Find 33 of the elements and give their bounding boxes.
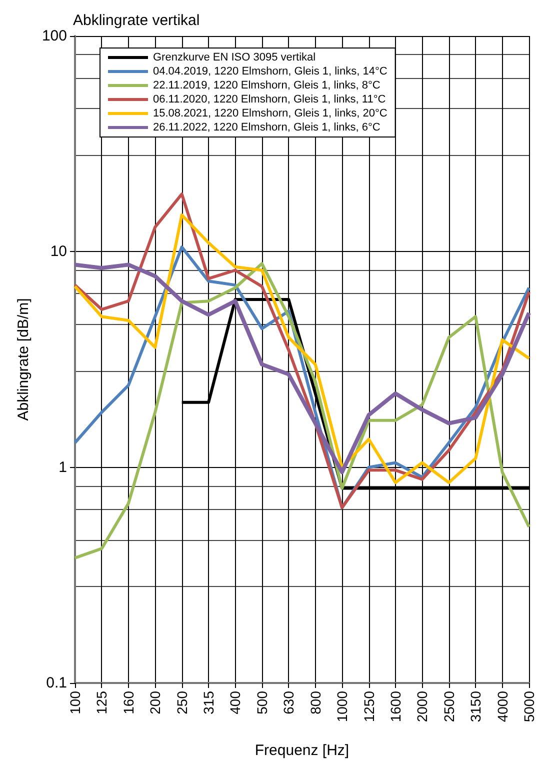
- x-tick-label: 200: [147, 690, 164, 714]
- y-tick-label: 0.1: [46, 674, 67, 692]
- x-tick-label: 630: [280, 690, 297, 714]
- x-tick-label: 160: [120, 690, 136, 714]
- x-tick-label: 3150: [468, 690, 484, 722]
- x-tick-label: 250: [174, 690, 190, 714]
- line-series: [74, 262, 530, 560]
- chart-title: Abklingrate vertikal: [73, 12, 200, 29]
- x-tick-label: 5000: [521, 690, 537, 722]
- legend-label: 26.11.2022, 1220 Elmshorn, Gleis 1, links, 6°C: [153, 122, 380, 134]
- x-tick-label: 315: [200, 690, 217, 714]
- y-tick-label: 10: [50, 243, 67, 260]
- y-tick-label: 100: [42, 28, 67, 44]
- legend-label: 06.11.2020, 1220 Elmshorn, Gleis 1, links, 11°C: [153, 94, 386, 106]
- legend-label: 22.11.2019, 1220 Elmshorn, Gleis 1, links, 8°C: [153, 80, 380, 92]
- y-axis-title: Abklingrate [dB/m]: [15, 298, 32, 421]
- x-tick-label: 1250: [360, 690, 377, 722]
- legend-label: 04.04.2019, 1220 Elmshorn, Gleis 1, links, 14°C: [153, 66, 388, 78]
- x-tick-label: 100: [67, 690, 83, 714]
- x-tick-label: 400: [227, 690, 244, 714]
- x-tick-label: 4000: [494, 690, 510, 722]
- legend-label: 15.08.2021, 1220 Elmshorn, Gleis 1, links, 20°C: [153, 108, 388, 120]
- legend-label: Grenzkurve EN ISO 3095 vertikal: [153, 52, 316, 64]
- line-series: [73, 262, 531, 474]
- x-tick-label: 125: [94, 690, 110, 714]
- x-tick-label: 1000: [334, 690, 350, 722]
- x-tick-label: 800: [307, 690, 324, 714]
- x-axis-title: Frequenz [Hz]: [254, 742, 350, 759]
- x-tick-label: 1600: [387, 690, 404, 722]
- x-tick-label: 2500: [440, 690, 457, 722]
- y-tick-label: 1: [58, 458, 67, 476]
- x-tick-label: 2000: [414, 690, 430, 722]
- x-tick-label: 500: [254, 690, 270, 714]
